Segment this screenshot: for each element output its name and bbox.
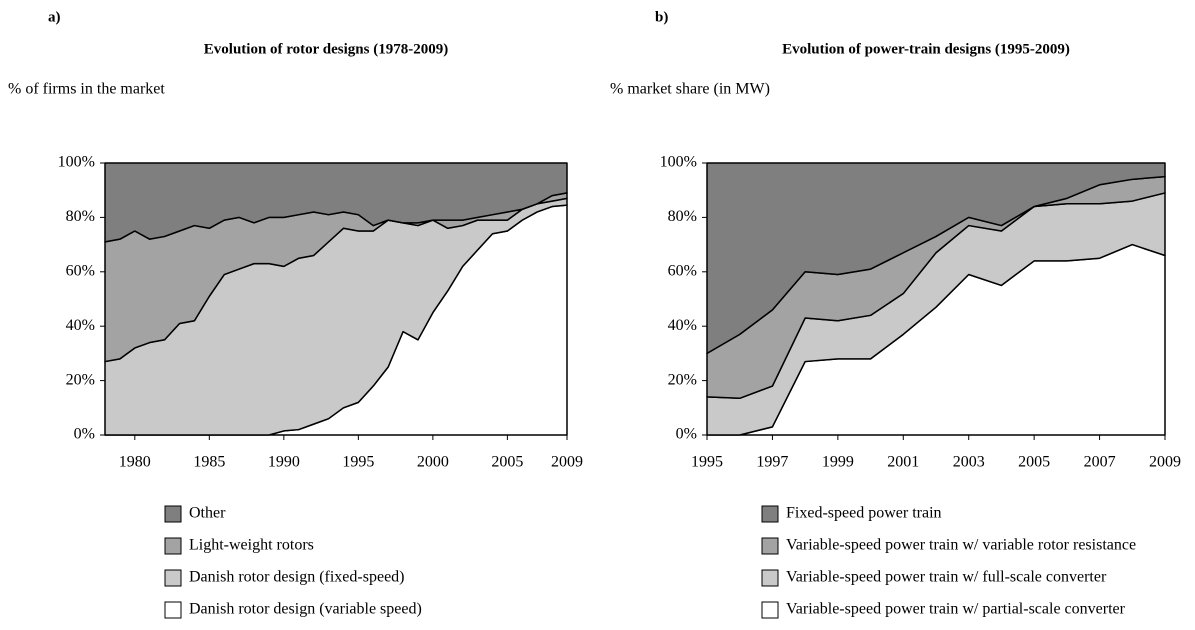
legend-label: Other — [189, 505, 226, 522]
plot-frame — [104, 162, 568, 436]
legend-label: Fixed-speed power train — [786, 505, 942, 522]
x-tick-label: 2003 — [953, 454, 985, 471]
legend-swatch — [164, 537, 182, 555]
legend-label: Light-weight rotors — [189, 537, 314, 554]
legend-swatch — [761, 569, 779, 587]
x-tick-label: 2005 — [1018, 454, 1050, 471]
x-tick-label: 1990 — [268, 454, 300, 471]
x-tick-label: 2009 — [551, 454, 583, 471]
y-tick-label: 40% — [668, 317, 697, 334]
y-tick-label: 100% — [58, 154, 95, 171]
chart-title: Evolution of rotor designs (1978-2009) — [204, 41, 448, 57]
x-tick-label: 1997 — [756, 454, 788, 471]
y-tick-label: 0% — [676, 426, 697, 443]
y-axis-label: % of firms in the market — [8, 81, 165, 98]
plot-frame — [706, 162, 1166, 436]
legend-swatch — [761, 537, 779, 555]
y-tick-label: 20% — [668, 371, 697, 388]
x-tick-label: 1995 — [691, 454, 723, 471]
x-tick-label: 1985 — [193, 454, 225, 471]
x-tick-label: 1980 — [119, 454, 151, 471]
y-tick-label: 20% — [66, 371, 95, 388]
legend-label: Variable-speed power train w/ partial-sc… — [786, 601, 1126, 618]
y-tick-label: 0% — [74, 426, 95, 443]
legend-swatch — [164, 569, 182, 587]
legend-label: Variable-speed power train w/ variable r… — [786, 537, 1136, 554]
chart-title: Evolution of power-train designs (1995-2… — [782, 41, 1070, 57]
y-axis-label: % market share (in MW) — [610, 81, 770, 98]
panel-label: a) — [48, 9, 61, 25]
x-tick-label: 1995 — [342, 454, 374, 471]
y-tick-label: 40% — [66, 317, 95, 334]
legend-label: Variable-speed power train w/ full-scale… — [786, 569, 1107, 586]
x-tick-label: 2000 — [417, 454, 449, 471]
y-tick-label: 60% — [668, 262, 697, 279]
y-tick-label: 80% — [668, 208, 697, 225]
legend-swatch — [164, 505, 182, 523]
legend-label: Danish rotor design (fixed-speed) — [189, 569, 405, 586]
legend-swatch — [164, 601, 182, 619]
x-tick-label: 2009 — [1149, 454, 1181, 471]
x-tick-label: 2001 — [887, 454, 919, 471]
y-tick-label: 60% — [66, 262, 95, 279]
x-tick-label: 2007 — [1084, 454, 1116, 471]
panel-label: b) — [655, 9, 668, 25]
y-tick-label: 80% — [66, 208, 95, 225]
legend-label: Danish rotor design (variable speed) — [189, 601, 422, 618]
x-tick-label: 2005 — [491, 454, 523, 471]
x-tick-label: 1999 — [822, 454, 854, 471]
y-tick-label: 100% — [660, 154, 697, 171]
legend-swatch — [761, 601, 779, 619]
legend-swatch — [761, 505, 779, 523]
